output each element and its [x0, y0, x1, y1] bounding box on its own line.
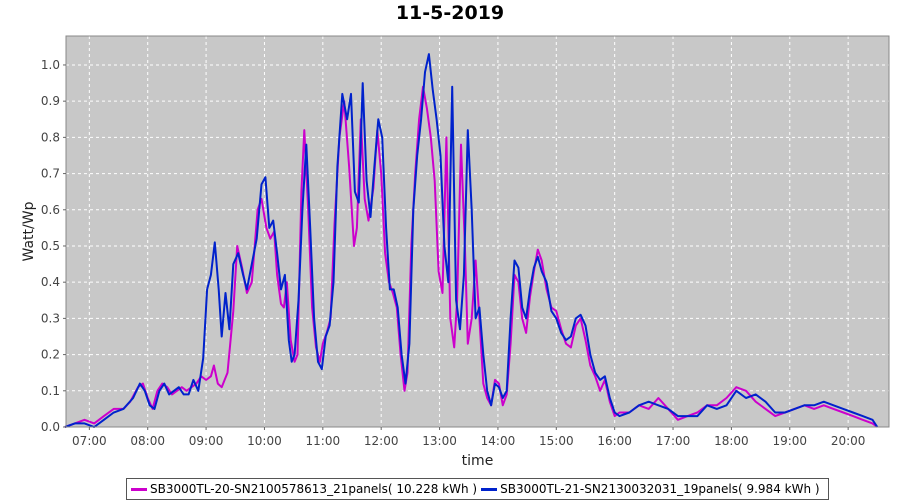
y-tick-label: 0.0 — [41, 420, 60, 434]
legend-swatch-series2 — [481, 487, 498, 491]
x-tick-label: 18:00 — [714, 434, 749, 448]
x-tick-label: 11:00 — [306, 434, 341, 448]
legend-item-series2: SB3000TL-21-SN2130032031_19panels( 9.984… — [481, 480, 820, 498]
series-lines — [64, 53, 879, 428]
y-tick-label: 0.2 — [41, 348, 60, 362]
x-tick-label: 16:00 — [597, 434, 632, 448]
y-axis-label: Watt/Wp — [21, 201, 37, 261]
x-tick-label: 20:00 — [831, 434, 866, 448]
y-tick-label: 0.5 — [41, 239, 60, 253]
legend-item-series1: SB3000TL-20-SN2100578613_21panels( 10.22… — [131, 480, 477, 498]
x-tick-label: 17:00 — [656, 434, 691, 448]
x-tick-label: 19:00 — [772, 434, 807, 448]
plot-border — [65, 35, 890, 428]
x-axis-label: time — [462, 453, 494, 469]
y-axis-ticks: 0.0 0.1 0.2 0.3 0.4 0.5 0.6 0.7 0.8 0.9 1.0 — [41, 58, 66, 434]
y-tick-label: 0.3 — [41, 311, 60, 325]
x-tick-label: 10:00 — [247, 434, 282, 448]
y-tick-label: 1.0 — [41, 58, 60, 72]
x-tick-label: 13:00 — [422, 434, 457, 448]
y-tick-label: 0.4 — [41, 275, 60, 289]
x-tick-label: 09:00 — [189, 434, 224, 448]
y-tick-label: 0.1 — [41, 384, 60, 398]
chart-title: 11-5-2019 — [395, 2, 505, 24]
y-tick-label: 0.8 — [41, 130, 60, 144]
y-tick-label: 0.6 — [41, 203, 60, 217]
legend: SB3000TL-20-SN2100578613_21panels( 10.22… — [126, 478, 829, 500]
x-tick-label: 15:00 — [539, 434, 574, 448]
x-tick-label: 14:00 — [481, 434, 516, 448]
x-tick-label: 07:00 — [72, 434, 107, 448]
series-line-2 — [64, 53, 879, 428]
legend-label-series2: SB3000TL-21-SN2130032031_19panels( 9.984… — [500, 482, 820, 496]
x-axis-ticks: 07:00 08:00 09:00 10:00 11:00 12:00 13:00 14:00… — [72, 427, 865, 448]
plot-background — [66, 36, 889, 427]
grid-lines — [66, 36, 889, 428]
x-tick-label: 12:00 — [364, 434, 399, 448]
legend-swatch-series1 — [131, 487, 147, 491]
legend-label-series1: SB3000TL-20-SN2100578613_21panels( 10.22… — [150, 482, 478, 496]
y-tick-label: 0.9 — [41, 94, 60, 108]
y-tick-label: 0.7 — [41, 167, 60, 181]
x-tick-label: 08:00 — [130, 434, 165, 448]
